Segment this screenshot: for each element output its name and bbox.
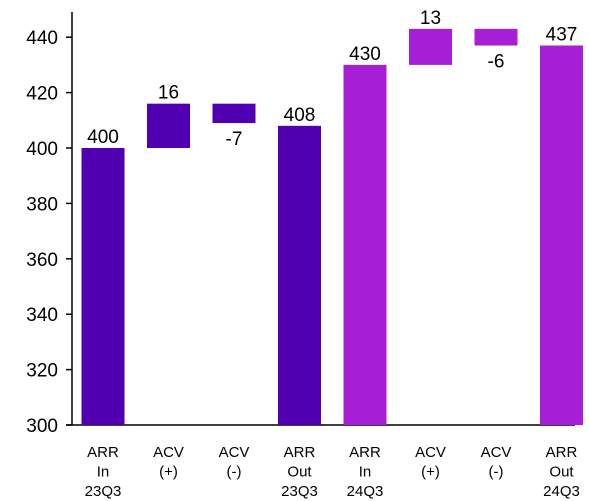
category-label: Out [549,464,574,481]
category-label: (+) [421,464,440,481]
bar [474,28,518,46]
category-label: 23Q3 [85,483,122,500]
y-tick-label: 380 [26,194,58,215]
category-label: 24Q3 [347,483,384,500]
y-tick-label: 320 [26,361,58,382]
data-labels: 400 16 -7 408 430 13 -6 437 [87,8,577,150]
bar [147,103,190,148]
bar [212,103,256,124]
y-tick-label: 400 [26,139,58,160]
category-labels: ARR In 23Q3 ACV (+) ACV (-) ARR Out 23Q3 ARR In 24Q3… [85,444,580,500]
y-tick-label: 300 [26,416,58,437]
data-label: 13 [420,8,441,29]
bar [81,148,125,425]
bar [278,125,321,425]
data-label: -7 [226,129,243,150]
bar [343,64,387,426]
category-label: ARR [349,444,381,461]
data-label: 430 [349,44,381,65]
data-label: 400 [87,127,119,148]
category-label: ARR [284,444,316,461]
bar [540,45,583,425]
category-label: Out [287,464,312,481]
category-label: ACV [219,444,250,461]
bars [81,28,583,426]
category-label: ACV [415,444,446,461]
category-label: In [97,464,110,481]
bar [409,28,452,65]
category-label: ARR [546,444,578,461]
y-tick-label: 440 [26,28,58,49]
data-label: 408 [284,105,316,126]
y-tick-label: 360 [26,250,58,271]
data-label: 437 [546,25,578,46]
y-tick-label: 420 [26,84,58,105]
category-label: (-) [489,464,504,481]
category-label: ACV [481,444,512,461]
category-label: ARR [87,444,119,461]
data-label: -6 [488,52,505,73]
category-label: (-) [227,464,242,481]
data-label: 16 [158,83,179,104]
category-label: (+) [159,464,178,481]
y-tick-label: 340 [26,305,58,326]
y-axis: 300 320 340 360 380 400 420 440 [26,12,575,437]
category-label: 24Q3 [543,483,580,500]
category-label: In [359,464,372,481]
category-label: ACV [153,444,184,461]
category-label: 23Q3 [281,483,318,500]
